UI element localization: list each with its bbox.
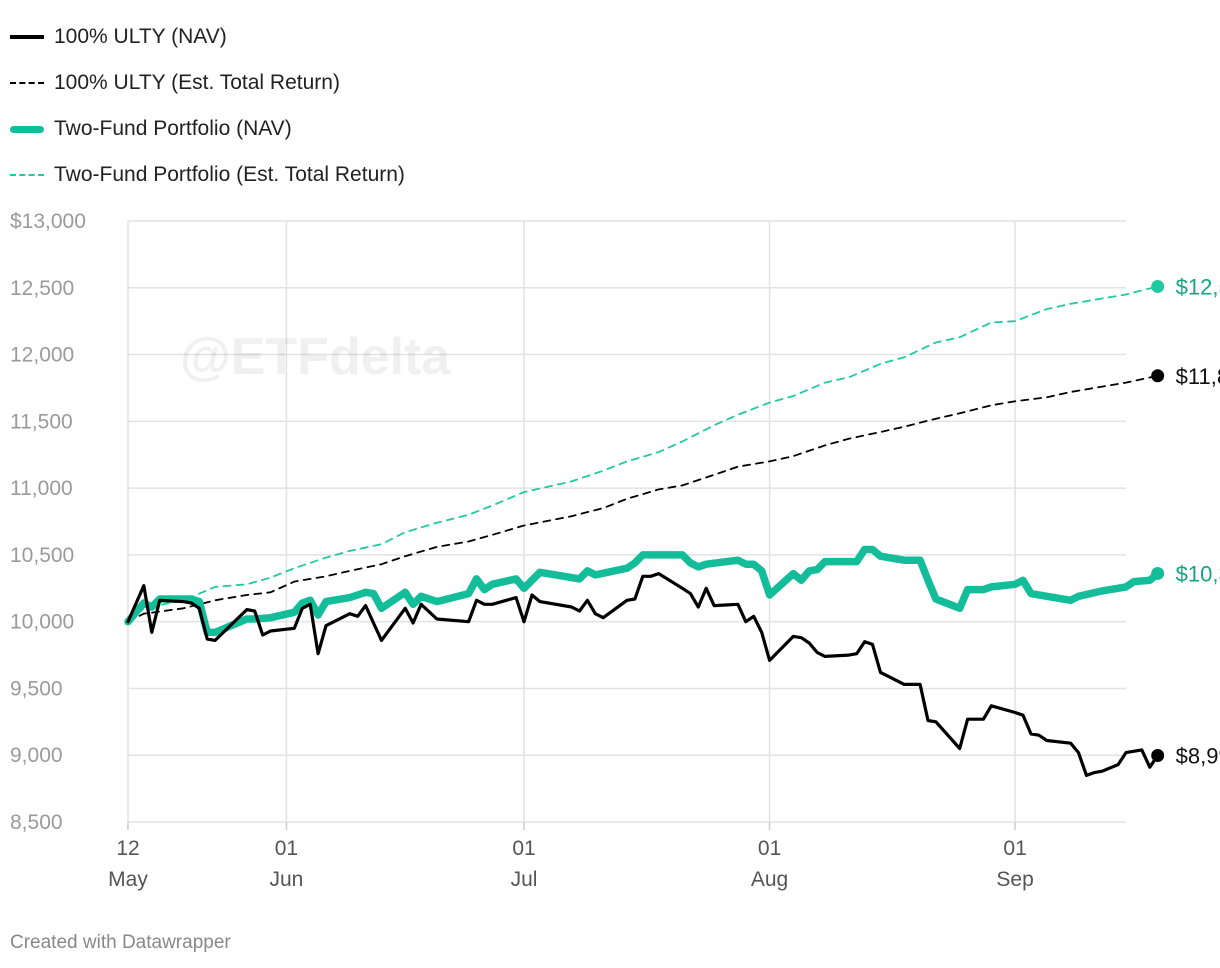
series-end-marker: [1151, 279, 1165, 293]
y-tick-label: 9,000: [10, 744, 63, 767]
series-end-label: $8,998: [1176, 743, 1220, 768]
legend-item: 100% ULTY (NAV): [10, 14, 405, 60]
footer-credit: Created with Datawrapper: [10, 932, 231, 953]
x-tick-month-label: Aug: [751, 868, 788, 891]
legend-swatch-dashed-black: [10, 82, 44, 84]
legend: 100% ULTY (NAV) 100% ULTY (Est. Total Re…: [10, 14, 405, 198]
x-tick-day-label: 01: [1003, 837, 1026, 860]
x-tick-day-label: 12: [116, 837, 139, 860]
y-tick-label: 8,500: [10, 811, 63, 834]
series-end-label: $11,841: [1176, 364, 1220, 389]
legend-item: Two-Fund Portfolio (NAV): [10, 106, 405, 152]
series-end-label: $12,510: [1176, 274, 1220, 299]
legend-label: 100% ULTY (NAV): [54, 25, 227, 48]
x-tick-day-label: 01: [275, 837, 298, 860]
legend-item: Two-Fund Portfolio (Est. Total Return): [10, 152, 405, 198]
x-tick-month-label: Jun: [269, 868, 303, 891]
legend-label: Two-Fund Portfolio (NAV): [54, 117, 292, 140]
series-line: [127, 285, 1159, 623]
x-tick-month-label: May: [108, 868, 148, 891]
y-tick-label: $13,000: [10, 210, 86, 233]
series-line: [124, 545, 1162, 637]
series-end-label: $10,361: [1176, 561, 1220, 586]
x-tick-month-label: Sep: [996, 868, 1033, 891]
legend-label: 100% ULTY (Est. Total Return): [54, 71, 340, 94]
series-line: [127, 374, 1159, 623]
y-tick-label: 11,000: [10, 477, 73, 500]
legend-item: 100% ULTY (Est. Total Return): [10, 60, 405, 106]
legend-label: Two-Fund Portfolio (Est. Total Return): [54, 163, 405, 186]
y-tick-label: 11,500: [10, 410, 73, 433]
y-tick-label: 12,500: [10, 277, 74, 300]
legend-swatch-solid-green: [10, 125, 44, 133]
y-tick-label: 9,500: [10, 677, 63, 700]
watermark: @ETFdelta: [180, 328, 451, 386]
legend-swatch-dashed-green: [10, 174, 44, 176]
series-line: [126, 572, 1160, 777]
x-tick-day-label: 01: [758, 837, 781, 860]
y-tick-label: 10,000: [10, 611, 74, 634]
series-end-marker: [1151, 369, 1165, 383]
series-end-marker: [1151, 566, 1165, 580]
x-tick-month-label: Jul: [511, 868, 538, 891]
series-end-marker: [1151, 748, 1165, 762]
y-tick-label: 10,500: [10, 544, 74, 567]
x-tick-day-label: 01: [512, 837, 535, 860]
legend-swatch-solid-black: [10, 35, 44, 39]
y-tick-label: 12,000: [10, 344, 74, 367]
